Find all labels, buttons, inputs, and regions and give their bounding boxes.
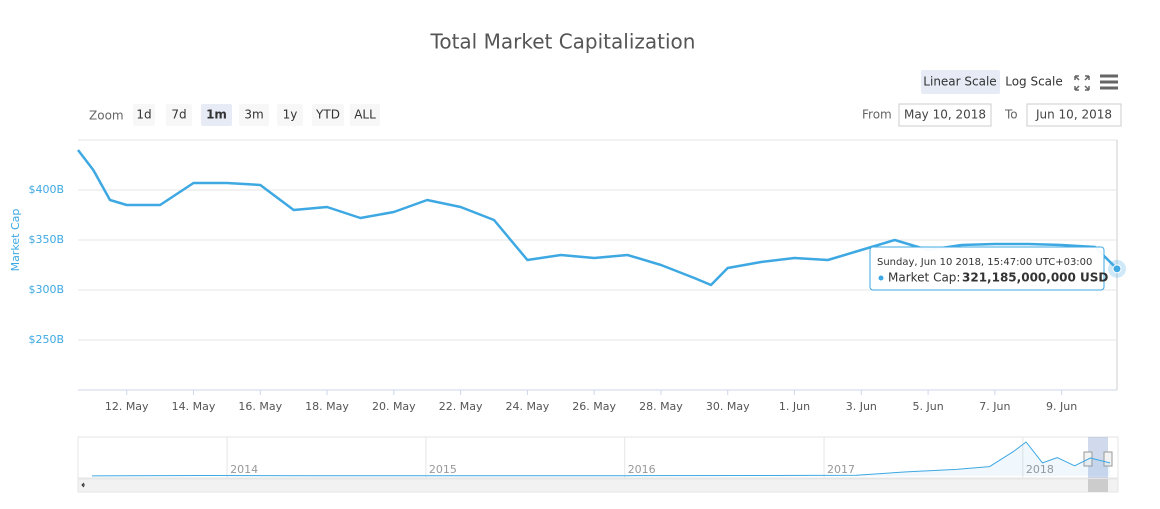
tooltip-label: Market Cap: <box>888 271 960 285</box>
range-button[interactable] <box>201 104 232 126</box>
x-tick-label: 1. Jun <box>779 400 810 413</box>
nav-handle[interactable] <box>1103 451 1113 467</box>
y-axis-title: Market Cap <box>9 209 22 272</box>
x-tick-label: 14. May <box>172 400 216 413</box>
navigator-selection[interactable] <box>1088 437 1108 478</box>
range-label[interactable]: 1y <box>283 108 298 122</box>
tooltip-value: 321,185,000,000 USD <box>962 271 1108 285</box>
range-label[interactable]: YTD <box>315 108 340 122</box>
nav-area <box>92 442 1110 476</box>
scrollbar[interactable] <box>77 478 1119 493</box>
y-tick-label: $300B <box>28 283 64 296</box>
tooltip-dot <box>878 275 884 281</box>
x-tick-label: 24. May <box>506 400 550 413</box>
range-label[interactable]: 7d <box>171 108 186 122</box>
x-tick-label: 18. May <box>305 400 349 413</box>
range-label[interactable]: ALL <box>354 108 376 122</box>
range-button[interactable] <box>312 104 344 126</box>
chart-title: Total Market Capitalization <box>430 30 696 54</box>
linear-label[interactable]: Linear Scale <box>923 75 996 89</box>
x-tick-label: 12. May <box>105 400 149 413</box>
to-value[interactable]: Jun 10, 2018 <box>1035 108 1112 122</box>
nav-tick-label: 2014 <box>230 463 258 476</box>
scrollbar-thumb[interactable] <box>1088 479 1108 492</box>
x-tick-label: 30. May <box>706 400 750 413</box>
zoom-label: Zoom <box>89 109 124 123</box>
y-tick-label: $250B <box>28 333 64 346</box>
x-tick-label: 3. Jun <box>846 400 877 413</box>
x-tick-label: 28. May <box>639 400 683 413</box>
x-tick-label: 16. May <box>238 400 282 413</box>
x-tick-label: 20. May <box>372 400 416 413</box>
nav-tick-label: 2017 <box>827 463 855 476</box>
x-tick-label: 26. May <box>572 400 616 413</box>
to-label: To <box>1004 108 1018 122</box>
x-tick-label: 9. Jun <box>1046 400 1077 413</box>
x-tick-label: 7. Jun <box>979 400 1010 413</box>
tooltip-box <box>869 246 1105 291</box>
scroll-left[interactable] <box>81 482 85 488</box>
tooltip-date: Sunday, Jun 10 2018, 15:47:00 UTC+03:00 <box>877 257 1092 268</box>
range-button[interactable] <box>166 104 192 126</box>
y-tick-label: $400B <box>28 183 64 196</box>
from-input[interactable] <box>898 103 992 127</box>
log-label[interactable]: Log Scale <box>1005 75 1063 89</box>
x-tick-label: 22. May <box>439 400 483 413</box>
tooltip-marker <box>1112 264 1122 274</box>
nav-tick-label: 2018 <box>1026 463 1054 476</box>
fullscreen-icon[interactable] <box>1074 75 1090 91</box>
to-input[interactable] <box>1026 103 1122 127</box>
range-label[interactable]: 1m <box>206 108 227 122</box>
menu-icon[interactable] <box>1100 74 1118 90</box>
nav-tick-label: 2015 <box>429 463 457 476</box>
nav-tick-label: 2016 <box>628 463 656 476</box>
from-value[interactable]: May 10, 2018 <box>904 108 986 122</box>
range-label[interactable]: 3m <box>244 108 263 122</box>
navigator-frame <box>77 436 1119 479</box>
range-button[interactable] <box>350 104 380 126</box>
range-button[interactable] <box>239 104 269 126</box>
from-label: From <box>862 108 892 122</box>
y-tick-label: $350B <box>28 233 64 246</box>
x-tick-label: 5. Jun <box>912 400 943 413</box>
range-button[interactable] <box>133 104 155 126</box>
linear-button[interactable] <box>921 70 1000 94</box>
nav-line <box>91 441 1111 477</box>
range-label[interactable]: 1d <box>136 108 151 122</box>
range-button[interactable] <box>277 104 303 126</box>
